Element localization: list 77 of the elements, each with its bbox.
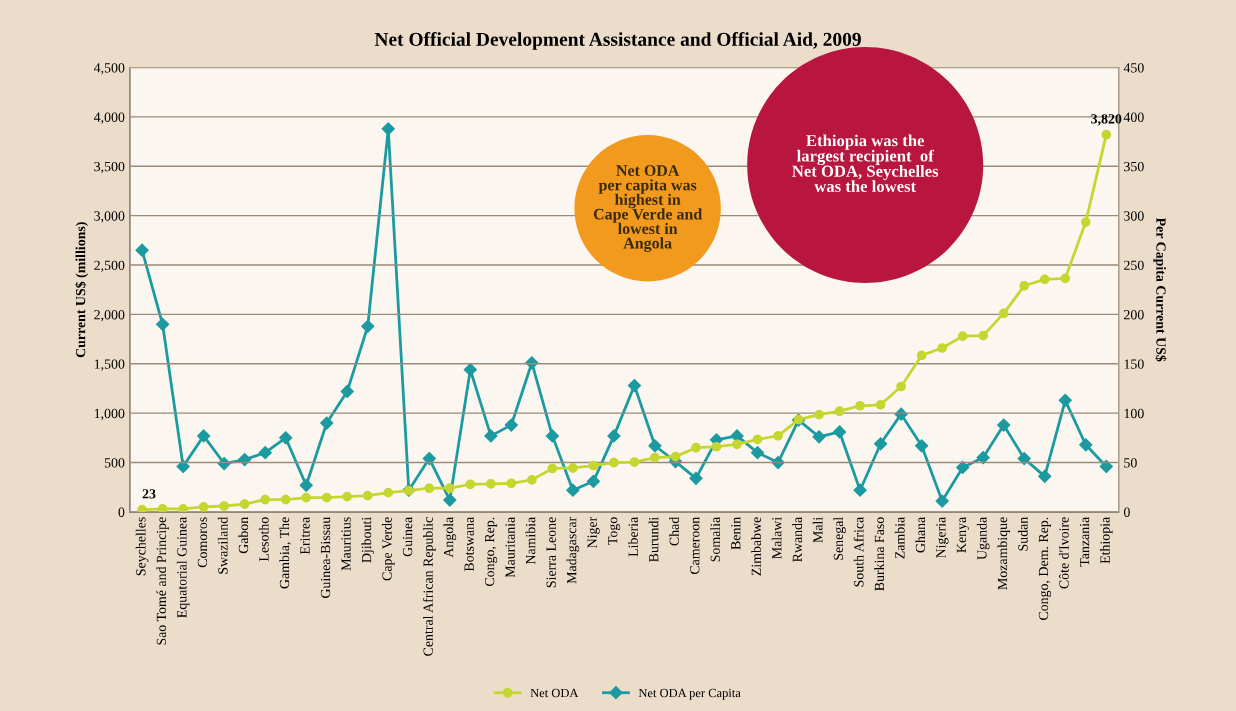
x-tick-label: Mali [812, 517, 823, 543]
x-tick-label: Guinea [402, 516, 413, 557]
chart-title: Net Official Development Assistance and Official Aid, 2009 [374, 32, 861, 50]
x-tick-label: Mauritius [341, 517, 351, 571]
legend-label: Net ODA [530, 688, 579, 698]
x-tick-label: Gambia, The [279, 517, 292, 589]
x-tick-label: Comoros [197, 517, 208, 568]
y-tick-label: 0 [118, 507, 125, 517]
x-tick-label: Côte d'Ivoire [1058, 517, 1069, 589]
x-tick-label: Cape Verde [381, 517, 395, 581]
x-tick-label: Zimbabwe [751, 517, 761, 576]
annotation: 3,820 [1091, 114, 1122, 126]
x-tick-label: Botswana [464, 516, 474, 572]
annotation: Ethiopia was the largest recipient of Net ODA, Seychelles was the lowest [792, 134, 939, 192]
x-tick-label: Gabon [238, 516, 249, 554]
x-tick-label: Seychelles [135, 517, 149, 576]
y2-tick-label: 100 [1124, 408, 1144, 419]
y2-axis-title: Per Capita Current US$ [1153, 217, 1167, 362]
x-tick-label: Mozambique [997, 517, 1010, 590]
x-tick-label: Rwanda [792, 516, 803, 562]
y2-tick-label: 350 [1124, 161, 1144, 172]
x-tick-label: Malawi [771, 517, 782, 559]
y2-tick-label: 150 [1124, 359, 1144, 369]
x-tick-label: Kenya [956, 516, 969, 553]
x-tick-label: Angola [443, 516, 457, 558]
x-tick-label: Senegal [833, 517, 846, 560]
x-tick-label: Central African Republic [422, 517, 436, 656]
x-tick-label: Lesotho [258, 517, 269, 562]
x-tick-label: Sudan [1017, 516, 1028, 551]
x-tick-label: Madagascar [566, 516, 580, 584]
y-tick-label: 500 [104, 458, 125, 468]
y-tick-label: 4,000 [93, 112, 125, 124]
x-tick-label: Namibia [525, 516, 536, 565]
x-tick-label: Nigeria [936, 516, 949, 559]
x-tick-label: Liberia [628, 516, 638, 557]
y-tick-label: 2,000 [94, 310, 125, 322]
x-tick-label: Djibouti [361, 517, 375, 563]
x-tick-label: Congo, Rep. [484, 517, 498, 587]
x-tick-label: Ghana [915, 516, 926, 553]
y2-tick-label: 450 [1123, 63, 1144, 73]
y-tick-label: 3,500 [94, 161, 125, 174]
x-tick-label: Equatorial Guinea [176, 516, 190, 618]
y2-tick-label: 50 [1124, 458, 1137, 468]
y-axis-title: Current US$ (millions) [75, 222, 89, 358]
annotation: 23 [142, 489, 156, 499]
annotation: Net ODA per capita was highest in Cape Verde and lowest in Angola [593, 165, 703, 252]
x-tick-label: Congo, Dem. Rep. [1038, 517, 1052, 620]
y-tick-label: 4,500 [93, 63, 125, 75]
y-tick-label: 3,000 [94, 211, 125, 223]
x-tick-label: Burkina Faso [874, 517, 885, 591]
x-tick-label: Chad [669, 516, 679, 546]
x-tick-label: Eritrea [300, 516, 310, 555]
x-tick-label: South Africa [853, 516, 864, 587]
x-tick-label: Sao Tomé and Principe [156, 517, 169, 645]
x-tick-label: Sierra Leone [546, 517, 556, 588]
x-tick-label: Burundi [648, 517, 659, 562]
x-tick-label: Benin [731, 516, 741, 550]
y2-tick-label: 300 [1124, 211, 1144, 221]
x-tick-label: Tanzania [1079, 516, 1090, 567]
x-tick-label: Cameroon [690, 516, 700, 575]
x-tick-label: Guinea-Bissau [320, 517, 331, 598]
y-tick-label: 1,500 [94, 359, 125, 371]
x-tick-label: Togo [608, 517, 621, 545]
y-tick-label: 2,500 [94, 260, 125, 272]
x-tick-label: Zambia [894, 516, 905, 559]
x-tick-label: Mauritania [505, 516, 515, 578]
y2-tick-label: 400 [1123, 112, 1144, 122]
x-tick-label: Swaziland [217, 516, 228, 574]
y2-tick-label: 200 [1124, 310, 1144, 320]
x-tick-label: Niger [587, 516, 600, 549]
y2-tick-label: 250 [1124, 260, 1144, 270]
x-tick-label: Uganda [976, 516, 990, 560]
legend-label: Net ODA per Capita [638, 688, 741, 700]
x-tick-label: Somalia [710, 516, 720, 562]
y2-tick-label: 0 [1123, 507, 1130, 517]
x-tick-label: Ethiopia [1099, 516, 1113, 564]
y-tick-label: 1,000 [94, 408, 125, 421]
